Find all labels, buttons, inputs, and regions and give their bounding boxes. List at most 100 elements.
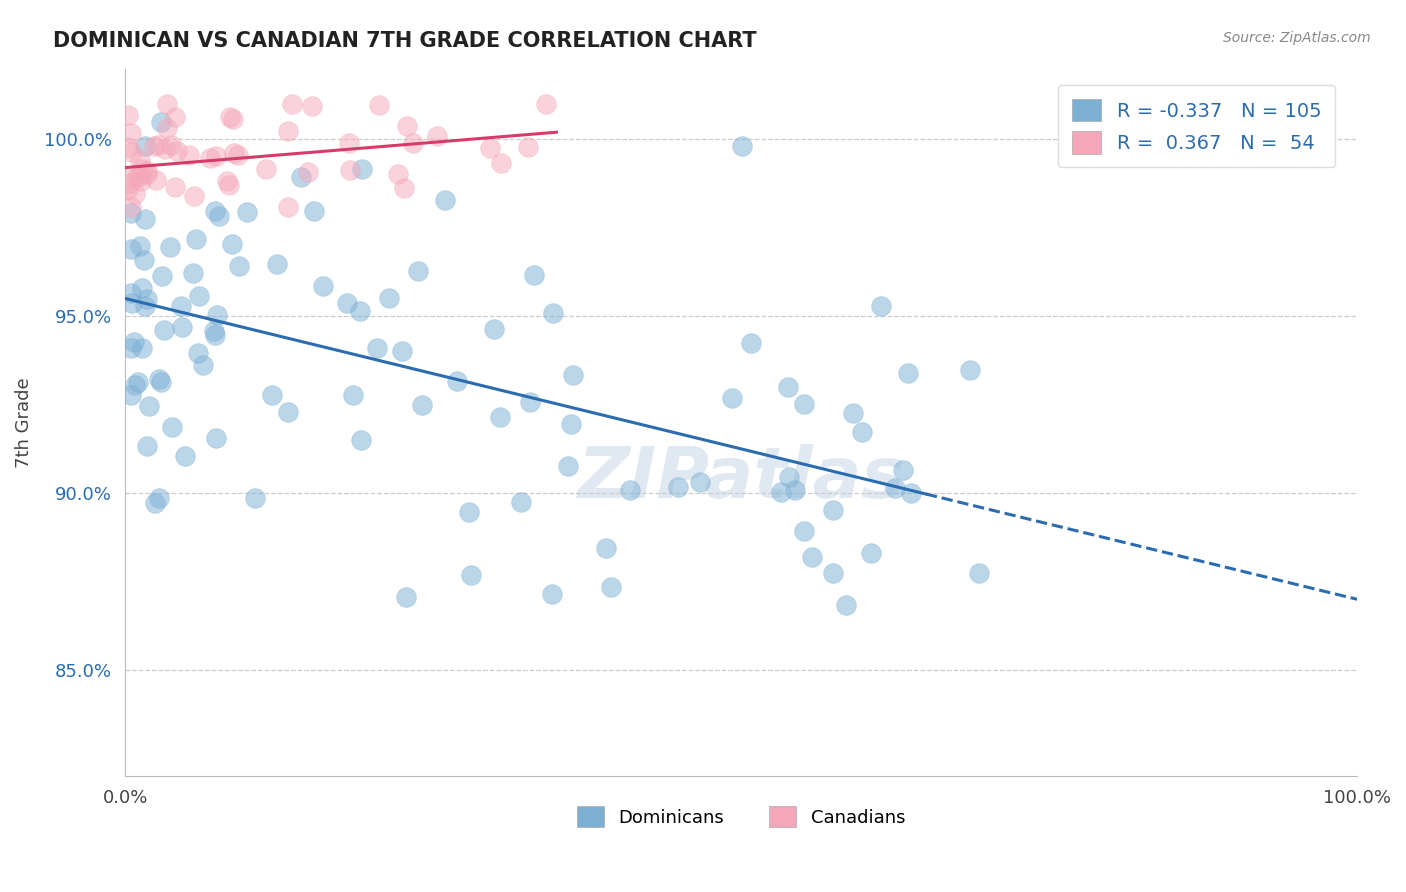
Point [121,341,143,355]
Point [266,257,288,271]
Point [560,417,582,431]
Point [170,299,193,313]
Point [129,169,152,183]
Point [339,163,361,178]
Point [121,296,143,310]
Point [129,153,152,167]
Point [446,374,468,388]
Point [301,99,323,113]
Point [160,137,183,152]
Point [187,346,209,360]
Point [218,178,240,192]
Point [235,205,257,219]
Point [262,388,284,402]
Point [778,470,800,484]
Point [129,239,152,253]
Point [222,112,245,127]
Point [254,161,277,176]
Point [121,145,143,160]
Point [342,387,364,401]
Point [177,148,200,162]
Point [366,341,388,355]
Point [337,136,360,150]
Text: DOMINICAN VS CANADIAN 7TH GRADE CORRELATION CHART: DOMINICAN VS CANADIAN 7TH GRADE CORRELAT… [53,31,756,51]
Point [129,173,152,187]
Point [183,189,205,203]
Point [134,138,156,153]
Point [290,169,312,184]
Point [159,239,181,253]
Point [172,319,194,334]
Point [207,308,229,322]
Point [778,380,800,394]
Point [121,388,143,402]
Point [458,505,481,519]
Point [124,377,146,392]
Point [557,459,579,474]
Point [132,252,155,267]
Point [124,187,146,202]
Point [202,324,225,338]
Point [165,180,187,194]
Point [205,431,228,445]
Point [489,409,512,424]
Point [517,140,540,154]
Point [243,491,266,505]
Point [221,236,243,251]
Point [534,96,557,111]
Point [150,269,173,284]
Point [312,278,335,293]
Point [226,148,249,162]
Point [146,137,169,152]
Point [349,304,371,318]
Text: Source: ZipAtlas.com: Source: ZipAtlas.com [1223,31,1371,45]
Point [689,475,711,489]
Point [519,395,541,409]
Point [599,580,621,594]
Point [402,136,425,151]
Point [124,334,146,349]
Point [433,193,456,207]
Point [153,322,176,336]
Point [163,110,186,124]
Point [562,368,585,382]
Point [145,173,167,187]
Point [394,590,416,604]
Point [117,140,139,154]
Point [426,128,449,143]
Point [959,362,981,376]
Point [131,280,153,294]
Point [297,165,319,179]
Point [127,376,149,390]
Point [117,171,139,186]
Point [821,566,844,580]
Point [277,404,299,418]
Point [391,343,413,358]
Point [411,399,433,413]
Point [336,295,359,310]
Point [277,201,299,215]
Point [125,169,148,184]
Point [770,485,793,500]
Point [783,483,806,498]
Point [120,126,142,140]
Point [121,286,143,301]
Point [218,110,240,124]
Point [479,141,502,155]
Point [851,425,873,439]
Point [835,599,858,613]
Point [823,503,845,517]
Point [277,123,299,137]
Point [117,182,139,196]
Point [460,568,482,582]
Point [387,167,409,181]
Point [155,120,177,135]
Point [136,439,159,453]
Point [793,397,815,411]
Point [540,587,562,601]
Point [181,266,204,280]
Point [280,96,302,111]
Point [193,358,215,372]
Point [121,200,143,214]
Point [121,206,143,220]
